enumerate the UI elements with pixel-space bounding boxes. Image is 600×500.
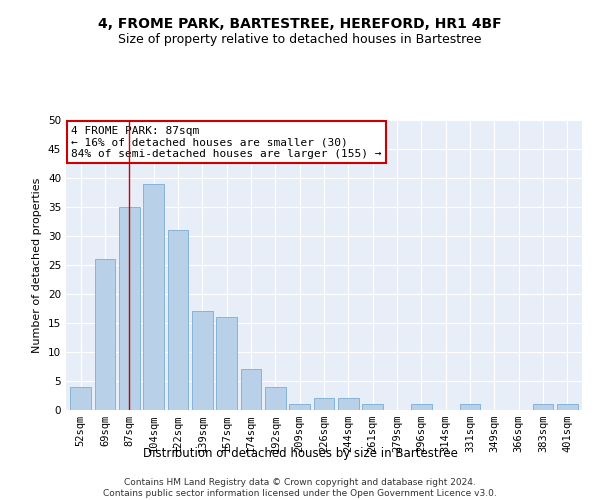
Bar — [241, 370, 262, 410]
Bar — [314, 398, 334, 410]
Bar — [460, 404, 481, 410]
Bar — [557, 404, 578, 410]
Bar — [119, 207, 140, 410]
Bar — [143, 184, 164, 410]
Bar — [338, 398, 359, 410]
Text: 4, FROME PARK, BARTESTREE, HEREFORD, HR1 4BF: 4, FROME PARK, BARTESTREE, HEREFORD, HR1… — [98, 18, 502, 32]
Bar — [95, 259, 115, 410]
Text: Distribution of detached houses by size in Bartestree: Distribution of detached houses by size … — [143, 448, 457, 460]
Bar — [216, 317, 237, 410]
Text: 4 FROME PARK: 87sqm
← 16% of detached houses are smaller (30)
84% of semi-detach: 4 FROME PARK: 87sqm ← 16% of detached ho… — [71, 126, 382, 159]
Y-axis label: Number of detached properties: Number of detached properties — [32, 178, 43, 352]
Bar — [533, 404, 553, 410]
Bar — [265, 387, 286, 410]
Text: Size of property relative to detached houses in Bartestree: Size of property relative to detached ho… — [118, 32, 482, 46]
Bar — [362, 404, 383, 410]
Bar — [167, 230, 188, 410]
Text: Contains HM Land Registry data © Crown copyright and database right 2024.
Contai: Contains HM Land Registry data © Crown c… — [103, 478, 497, 498]
Bar — [192, 312, 212, 410]
Bar — [411, 404, 432, 410]
Bar — [70, 387, 91, 410]
Bar — [289, 404, 310, 410]
